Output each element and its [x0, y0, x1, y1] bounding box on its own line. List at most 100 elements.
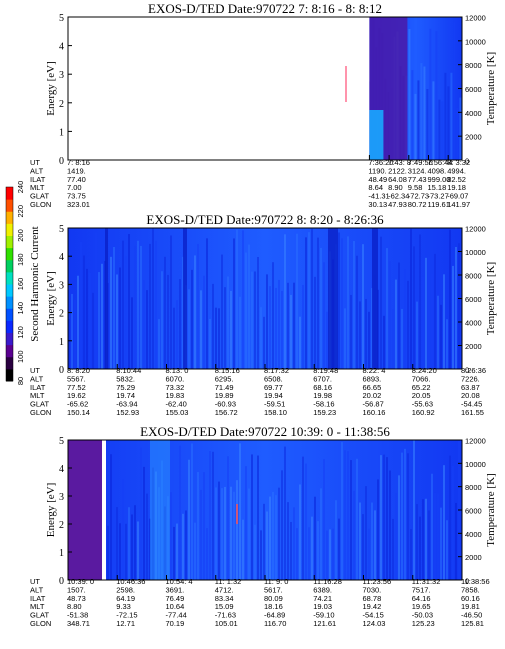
- colorbar-segment: [6, 368, 13, 382]
- spectrogram-panel-2: EXOS-D/TED Date:970722 8: 8:20 - 8:26:36…: [30, 212, 497, 417]
- heatmap-column: [227, 456, 229, 580]
- heatmap-column: [278, 279, 280, 369]
- heatmap-column: [170, 235, 172, 369]
- heatmap-column: [419, 234, 421, 369]
- heatmap-column: [122, 240, 124, 369]
- heatmap-column: [356, 255, 358, 369]
- colorbar-segment: [6, 199, 13, 212]
- heatmap-column: [263, 503, 265, 580]
- heatmap-column: [431, 273, 433, 369]
- heatmap-column: [191, 269, 193, 369]
- heatmap-column: [341, 442, 343, 580]
- heatmap-column: [323, 459, 325, 580]
- table-cell: 8:10:44: [116, 366, 141, 375]
- heatmap-column: [92, 292, 94, 369]
- heatmap-column: [167, 274, 169, 369]
- heatmap-column: [269, 496, 271, 580]
- table-cell: 6389.: [313, 585, 332, 594]
- heatmap-column: [173, 307, 175, 369]
- y-tick-label: 5: [59, 224, 64, 235]
- heatmap-column: [389, 261, 391, 369]
- heatmap-column: [443, 274, 445, 369]
- table-cell: -58.16: [313, 400, 334, 409]
- heatmap-column: [209, 451, 211, 580]
- y2-tick-label: 12000: [465, 437, 486, 446]
- colorbar-segment: [6, 320, 13, 333]
- heatmap-column: [437, 295, 439, 369]
- heatmap-column: [254, 524, 256, 580]
- heatmap-column: [143, 280, 145, 369]
- colorbar-segment: [6, 296, 13, 309]
- row-label: GLON: [30, 619, 51, 628]
- heatmap-column: [323, 262, 325, 369]
- heatmap-column: [272, 491, 274, 580]
- colorbar-tick-label: 160: [16, 278, 25, 291]
- heatmap-column: [194, 255, 196, 369]
- heatmap-column: [203, 275, 205, 369]
- heatmap-column: [299, 316, 301, 369]
- y2-tick-label: 0: [465, 157, 469, 166]
- heatmap-column: [365, 486, 367, 580]
- heatmap-column: [338, 518, 340, 580]
- heatmap-column: [389, 470, 391, 580]
- heatmap-column: [398, 262, 400, 369]
- table-cell: -60.93: [215, 400, 236, 409]
- heatmap-column: [332, 528, 334, 580]
- spectrogram-panel-3: EXOS-D/TED Date:970722 10:39: 0 - 11:38:…: [30, 424, 497, 628]
- heatmap-column: [296, 233, 298, 369]
- heatmap-column: [290, 521, 292, 580]
- heatmap-column: [227, 276, 229, 369]
- colorbar-segment: [6, 271, 13, 285]
- heatmap-column: [320, 247, 322, 369]
- heatmap-column: [428, 510, 430, 580]
- heatmap-column: [362, 514, 364, 580]
- heatmap-dark-column: [183, 228, 187, 369]
- table-cell: 141.97: [447, 200, 470, 209]
- table-cell: 8.90: [388, 183, 403, 192]
- heatmap-column: [359, 502, 361, 580]
- y-tick-label: 1: [59, 337, 64, 348]
- y-tick-label: 2: [59, 99, 64, 110]
- panel-title: EXOS-D/TED Date:970722 10:39: 0 - 11:38:…: [140, 424, 390, 439]
- y-tick-label: 3: [59, 492, 64, 503]
- y-tick-label: 1: [59, 548, 64, 559]
- y2-tick-label: 10000: [465, 460, 486, 469]
- table-cell: 160.92: [412, 408, 435, 417]
- heatmap-column: [380, 455, 382, 580]
- table-cell: 20.05: [412, 391, 431, 400]
- heatmap-column: [215, 307, 217, 369]
- y-tick-label: 4: [59, 42, 64, 53]
- y2-axis-label: Temperature [K]: [485, 473, 497, 546]
- heatmap-column: [422, 276, 424, 369]
- table-cell: -55.63: [412, 400, 433, 409]
- heatmap-column: [392, 518, 394, 580]
- heatmap-column: [80, 241, 82, 369]
- heatmap-column: [272, 262, 274, 369]
- table-cell: 8.80: [67, 602, 82, 611]
- colorbar-tick-label: 240: [16, 181, 25, 194]
- heatmap-column: [398, 475, 400, 580]
- heatmap-column: [443, 465, 445, 580]
- heatmap-column: [353, 240, 355, 369]
- heatmap-column: [299, 484, 301, 580]
- heatmap-column: [275, 287, 277, 369]
- table-cell: 19.74: [116, 391, 135, 400]
- heatmap-column: [245, 466, 247, 580]
- heatmap-column: [260, 530, 262, 580]
- heatmap-column: [344, 308, 346, 369]
- heatmap-column: [176, 523, 178, 580]
- row-label: GLAT: [30, 192, 49, 201]
- heatmap-column: [266, 511, 268, 580]
- table-cell: 11: 1:32: [215, 577, 242, 586]
- heatmap-column: [194, 522, 196, 580]
- heatmap-column: [377, 479, 379, 580]
- table-cell: 12.71: [116, 619, 135, 628]
- table-cell: 2122.: [388, 166, 407, 175]
- table-cell: 8: 8:20: [67, 366, 90, 375]
- heatmap-column: [224, 486, 226, 580]
- row-label: GLON: [30, 200, 51, 209]
- heatmap-column: [263, 316, 265, 369]
- table-cell: 80.72: [408, 200, 427, 209]
- heatmap-column: [164, 256, 166, 369]
- heatmap-column: [455, 246, 457, 369]
